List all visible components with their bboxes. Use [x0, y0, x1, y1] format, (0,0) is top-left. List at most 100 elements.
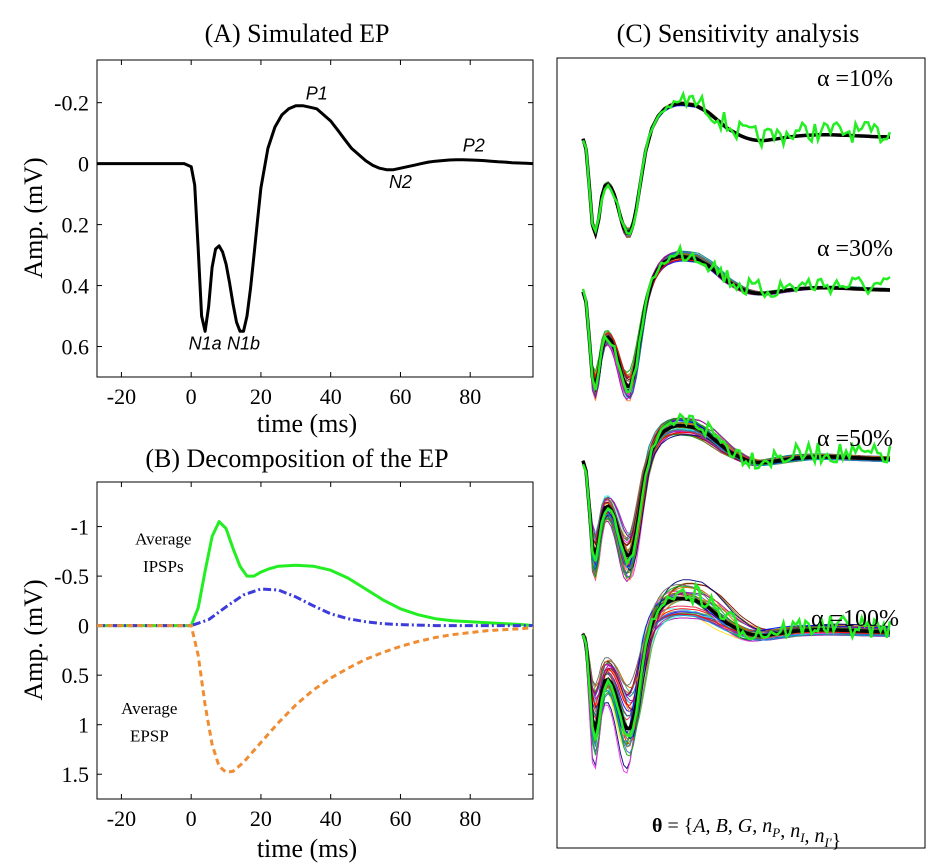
- y-tick-label: 0.6: [62, 335, 90, 360]
- panel-a: (A) Simulated EP -20 0 20 40 60 80 -0.2 0 0.2 0.4…: [19, 19, 534, 438]
- y-tick-label: 1.5: [62, 762, 90, 787]
- sample-trace: [582, 101, 890, 237]
- panel-c-title: (C) Sensitivity analysis: [617, 19, 860, 48]
- sample-trace: [582, 259, 890, 376]
- observed-trace: [581, 90, 892, 236]
- sample-trace: [582, 104, 891, 240]
- alpha-label: α =100%: [811, 606, 899, 632]
- x-tick-label: 40: [320, 384, 342, 409]
- sample-trace: [582, 104, 891, 239]
- sample-trace: [582, 104, 891, 237]
- sample-trace: [582, 102, 890, 231]
- sample-trace: [582, 251, 890, 379]
- observed-trace: [581, 243, 891, 394]
- y-tick-label: 0.4: [62, 274, 90, 299]
- sample-trace: [582, 104, 891, 233]
- annotation-label: IPSPs: [143, 557, 184, 576]
- alpha-label: α =50%: [817, 426, 893, 452]
- panel-c-frame: [556, 57, 926, 849]
- sample-trace: [582, 102, 891, 238]
- sample-trace: [582, 252, 891, 389]
- y-tick-label: -0.5: [54, 564, 89, 589]
- sample-trace: [582, 259, 891, 382]
- panel-b-axes-frame: [96, 481, 534, 800]
- sample-trace: [582, 579, 891, 739]
- annotation-label: EPSP: [130, 727, 169, 746]
- panel-b-lines: [97, 520, 534, 774]
- sample-trace: [582, 103, 891, 234]
- panel-b-xlabel: time (ms): [257, 834, 357, 863]
- y-tick-label: 0: [78, 614, 89, 639]
- sample-trace: [582, 254, 890, 396]
- x-tick-label: 20: [250, 384, 272, 409]
- x-tick-label: 0: [186, 384, 197, 409]
- y-tick-label: -1: [71, 515, 89, 540]
- sample-trace: [582, 258, 891, 391]
- sample-trace: [582, 103, 891, 239]
- sample-trace: [582, 253, 891, 390]
- alpha-block-0: [581, 90, 892, 240]
- x-tick-label: -20: [107, 806, 136, 831]
- sample-trace: [582, 257, 891, 395]
- mean-trace: [581, 255, 891, 393]
- observed-trace: [581, 412, 892, 567]
- sample-trace: [582, 256, 890, 388]
- x-tick-label: 80: [459, 806, 481, 831]
- series-line-0: [97, 104, 534, 333]
- series-line-0: [97, 520, 534, 628]
- sample-trace: [582, 103, 891, 238]
- alpha-block-2: [581, 412, 892, 583]
- alpha-block-3: [581, 579, 892, 774]
- panel-a-title: (A) Simulated EP: [205, 19, 390, 48]
- sample-trace: [582, 255, 891, 377]
- annotation-label: P2: [463, 135, 485, 155]
- sample-trace: [582, 257, 890, 390]
- sample-trace: [582, 254, 891, 390]
- x-tick-label: 80: [459, 384, 481, 409]
- panel-a-ticks: -20 0 20 40 60 80 -0.2 0 0.2 0.4 0.6: [54, 60, 533, 409]
- sample-trace: [582, 259, 891, 379]
- annotation-label: Average: [135, 529, 191, 548]
- sample-trace: [582, 103, 890, 240]
- x-tick-label: 20: [250, 806, 272, 831]
- sample-trace: [582, 101, 891, 230]
- annotation-label: Average: [121, 699, 177, 718]
- sample-trace: [582, 257, 891, 386]
- series-line-2: [97, 624, 534, 774]
- y-tick-label: 0.2: [62, 213, 90, 238]
- sample-trace: [582, 101, 891, 237]
- sample-trace: [582, 252, 890, 377]
- sample-trace: [582, 101, 891, 233]
- sample-trace: [582, 103, 891, 231]
- mean-trace: [581, 597, 891, 735]
- sample-trace: [582, 254, 891, 389]
- panel-a-annotations: N1a N1b P1 N2 P2: [189, 84, 485, 354]
- y-tick-label: 0.5: [62, 663, 90, 688]
- x-tick-label: 40: [320, 806, 342, 831]
- panel-c-traces: [581, 90, 892, 774]
- annotation-label: N2: [389, 172, 412, 192]
- sample-trace: [582, 103, 890, 232]
- sample-trace: [582, 102, 890, 239]
- x-tick-label: 60: [389, 806, 411, 831]
- sample-trace: [582, 103, 891, 235]
- annotation-label: P1: [306, 84, 328, 104]
- y-tick-label: 0: [78, 152, 89, 177]
- observed-trace: [581, 581, 892, 741]
- annotation-label: N1a: [189, 333, 222, 353]
- x-tick-label: 60: [389, 384, 411, 409]
- sample-trace: [582, 252, 891, 394]
- sample-trace: [582, 253, 890, 382]
- panel-a-ylabel: Amp. (mV): [19, 157, 48, 278]
- y-tick-label: -0.2: [54, 91, 89, 116]
- sample-trace: [582, 255, 891, 395]
- sample-trace: [582, 255, 890, 383]
- sample-trace: [582, 103, 891, 237]
- panel-b: (B) Decomposition of the EP -20 0 20 40 60 80…: [19, 444, 534, 863]
- alpha-label: α =10%: [817, 66, 893, 92]
- sample-trace: [582, 104, 891, 239]
- sample-trace: [582, 102, 891, 240]
- sample-trace: [582, 252, 891, 392]
- panel-b-title: (B) Decomposition of the EP: [145, 444, 448, 473]
